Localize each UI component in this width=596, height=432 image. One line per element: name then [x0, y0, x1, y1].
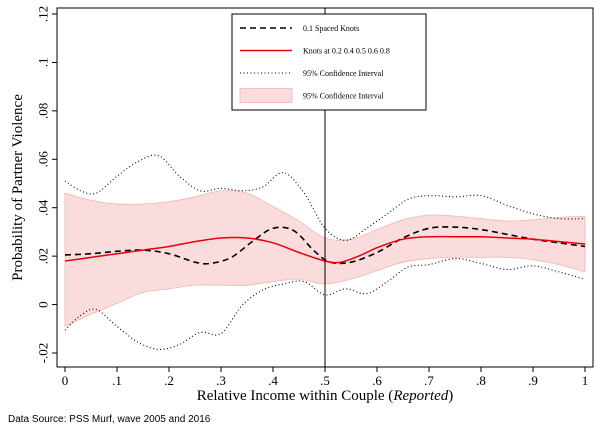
- x-tick-label: .4: [268, 373, 278, 388]
- legend-swatch-band: [239, 88, 293, 103]
- x-tick-label: .9: [528, 373, 538, 388]
- x-axis-title: Relative Income within Couple (Reported): [197, 388, 454, 404]
- x-axis-title-close: ): [448, 388, 453, 404]
- y-tick-label: .08: [36, 103, 51, 119]
- x-tick-label: .7: [424, 373, 434, 388]
- x-tick-label: .1: [112, 373, 122, 388]
- legend-label: 95% Confidence Interval: [303, 69, 384, 78]
- ci-lower-dotted-line: [64, 258, 586, 350]
- x-tick-label: .3: [216, 373, 226, 388]
- y-tick-label: -.02: [36, 343, 51, 364]
- x-tick-label: .5: [320, 373, 330, 388]
- x-tick-label: .6: [372, 373, 382, 388]
- x-axis-title-main: Relative Income within Couple (: [197, 388, 394, 404]
- y-tick-label: .02: [36, 248, 51, 264]
- legend-label: Knots at 0.2 0.4 0.5 0.6 0.8: [303, 47, 390, 56]
- axes-layer: 0 .1 .2 .3 .4 .5 .6 .7 .8 .9 1 -.02 0 .02 .04 .06 .08 .1.…: [10, 6, 594, 404]
- y-tick-label: .04: [36, 199, 51, 216]
- ci-upper-dotted-line: [64, 154, 586, 241]
- x-tick-label: .2: [164, 373, 174, 388]
- series-layer: [64, 154, 586, 350]
- x-tick-label: .8: [476, 373, 486, 388]
- x-tick-label: 0: [62, 373, 69, 388]
- legend-label: 0.1 Spaced Knots: [303, 24, 359, 33]
- y-tick-label: .1: [36, 58, 51, 68]
- x-axis-title-emphasis: Reported: [392, 388, 448, 404]
- x-tick-label: 1: [582, 373, 589, 388]
- data-source-note: Data Source: PSS Murf, wave 2005 and 201…: [8, 414, 211, 425]
- legend-label: 95% Confidence Interval: [303, 92, 384, 101]
- series-line-spaced-knots: [64, 226, 586, 265]
- legend: 0.1 Spaced Knots Knots at 0.2 0.4 0.5 0.6…: [231, 13, 427, 111]
- y-tick-label: 0: [36, 301, 51, 308]
- y-tick-label: .12: [36, 6, 51, 22]
- y-tick-label: .06: [36, 151, 51, 168]
- series-line-selected-knots: [64, 235, 586, 264]
- y-axis-title: Probability of Partner Violence: [10, 94, 26, 281]
